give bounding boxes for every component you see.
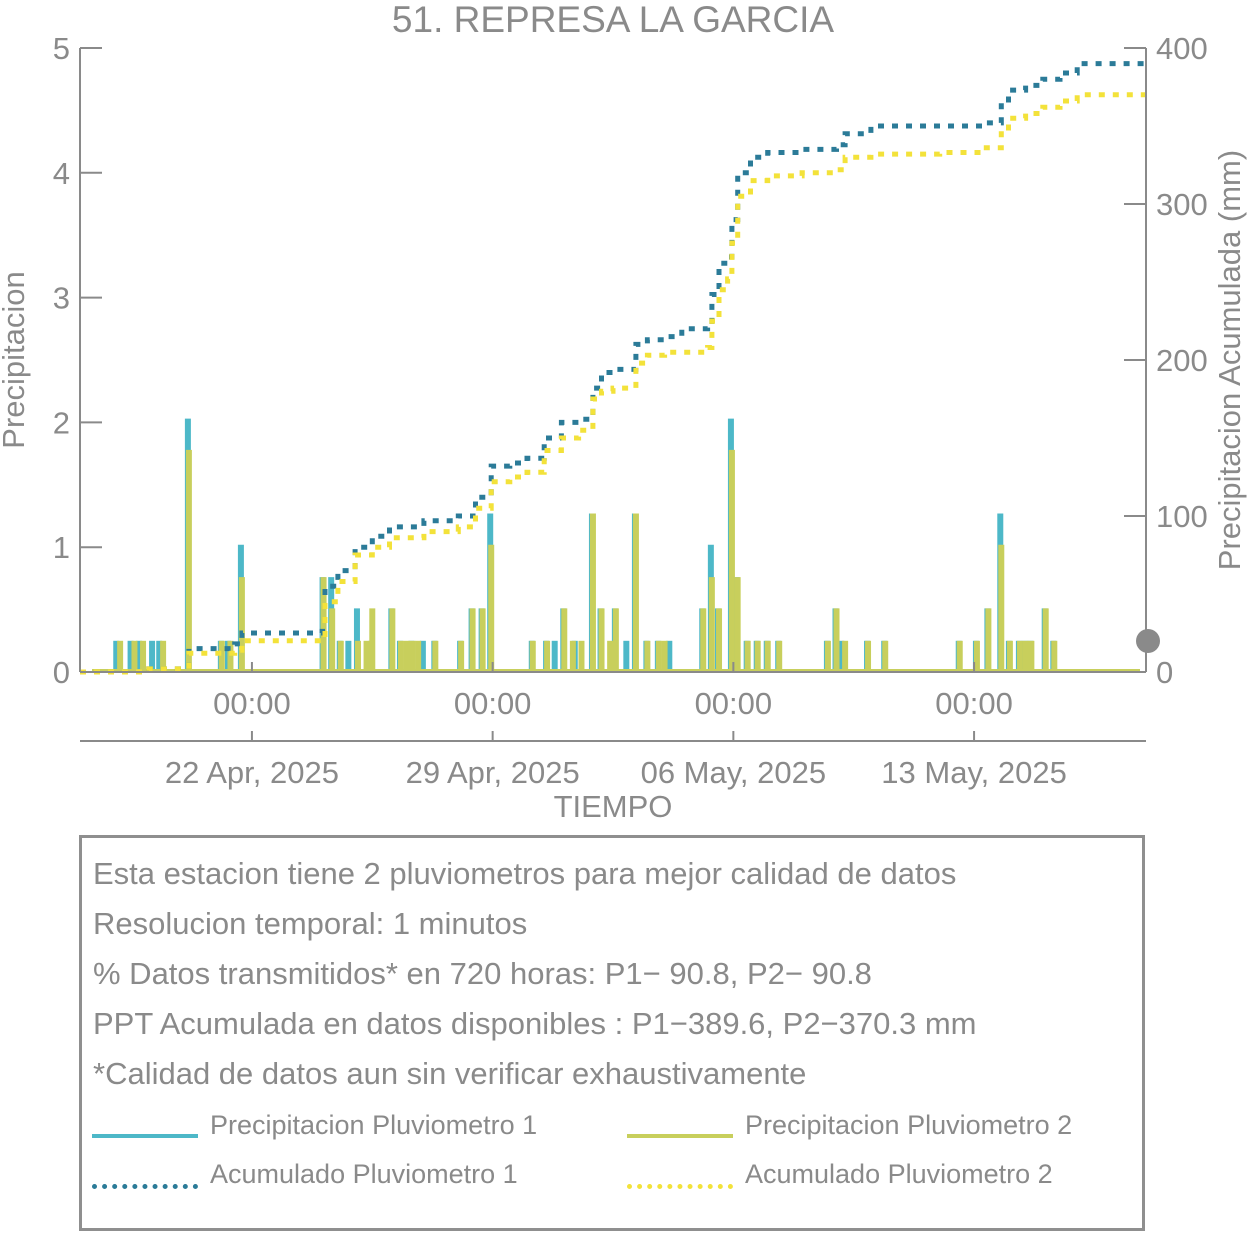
chart-title: 51. REPRESA LA GARCIA [392,0,834,40]
info-line-accumulated: PPT Acumulada en datos disponibles : P1−… [93,1006,977,1041]
x-tick-date-label: 22 Apr, 2025 [165,755,339,790]
y-tick-label-right: 300 [1156,187,1208,222]
info-line-transmitted: % Datos transmitidos* en 720 horas: P1− … [93,956,872,991]
chart: 51. REPRESA LA GARCIA 0 1 2 3 4 5 0 100 200 300 40… [0,0,1247,824]
accumulated-lines [80,61,1146,675]
y-tick-label-left: 2 [53,405,70,440]
legend-label-p1: Precipitacion Pluviometro 1 [210,1110,538,1140]
y-tick-label-right: 100 [1156,499,1208,534]
x-tick-time-label: 00:00 [695,686,773,721]
info-box: Esta estacion tiene 2 pluviometros para … [79,835,1145,1231]
x-tick-time-label: 00:00 [213,686,291,721]
x-tick-time-label: 00:00 [454,686,532,721]
precipitation-bars [92,418,1140,673]
legend-label-acum2: Acumulado Pluviometro 2 [745,1159,1053,1189]
legend-swatch-p1 [92,1134,198,1138]
y-tick-label-left: 1 [53,530,70,565]
y-axis-label-right: Precipitacion Acumulada (mm) [1212,150,1247,570]
info-line-quality: *Calidad de datos aun sin verificar exha… [93,1056,807,1091]
x-tick-date-label: 06 May, 2025 [641,755,827,790]
y-tick-label-right: 400 [1156,31,1208,66]
y-tick-label-left: 3 [53,281,70,316]
legend-swatch-acum2 [627,1184,733,1189]
x-tick-time-label: 00:00 [935,686,1013,721]
y-tick-label-right: 200 [1156,343,1208,378]
status-dot [1136,629,1160,653]
legend-label-acum1: Acumulado Pluviometro 1 [210,1159,518,1189]
y-tick-label-left: 4 [53,156,70,191]
line-acumulado-1 [80,61,1146,675]
y-tick-label-right: 0 [1156,655,1173,690]
info-line-stations: Esta estacion tiene 2 pluviometros para … [93,856,957,891]
axes: 0 1 2 3 4 5 0 100 200 300 400 00:00 22 Apr, 2025 00:0… [53,31,1208,790]
info-line-resolution: Resolucion temporal: 1 minutos [93,906,528,941]
x-axis-label: TIEMPO [554,789,673,824]
legend-swatch-p2 [627,1134,733,1138]
y-tick-label-left: 5 [53,31,70,66]
line-acumulado-2 [80,92,1146,675]
x-tick-date-label: 13 May, 2025 [881,755,1067,790]
y-axis-label-left: Precipitacion [0,271,31,448]
legend-swatch-acum1 [92,1184,198,1189]
x-tick-date-label: 29 Apr, 2025 [406,755,580,790]
y-tick-label-left: 0 [53,655,70,690]
legend-label-p2: Precipitacion Pluviometro 2 [745,1110,1073,1140]
